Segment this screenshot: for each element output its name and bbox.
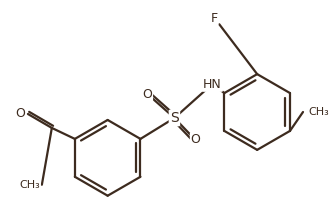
Text: O: O [15, 108, 25, 120]
Text: O: O [190, 133, 200, 146]
Text: S: S [170, 111, 179, 125]
Text: CH₃: CH₃ [308, 107, 329, 117]
Text: F: F [211, 12, 218, 25]
Text: O: O [143, 88, 153, 101]
Text: CH₃: CH₃ [20, 180, 40, 190]
Text: HN: HN [203, 78, 222, 91]
